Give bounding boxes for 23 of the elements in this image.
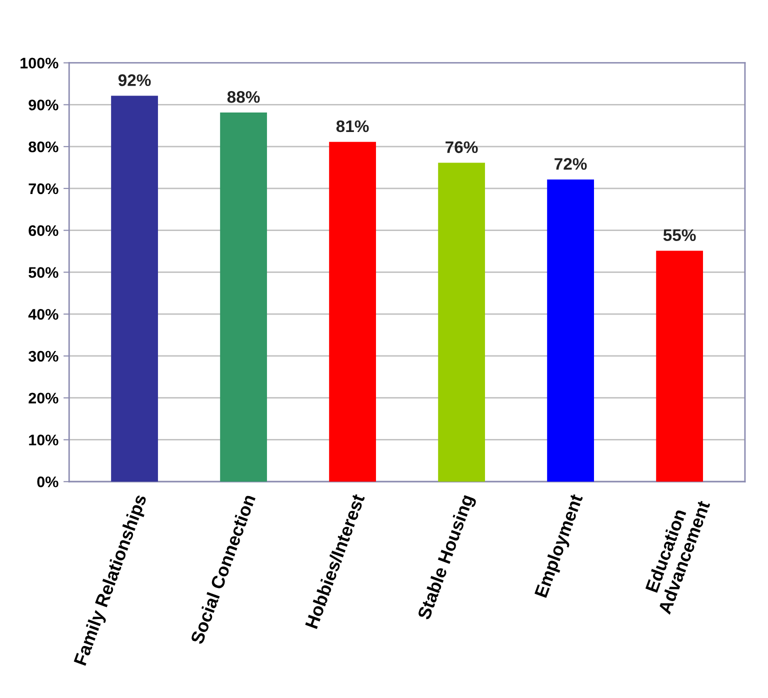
y-tick-label: 40% [28, 308, 58, 320]
y-tick-label: 90% [28, 100, 58, 110]
y-tick-label: 80% [28, 141, 58, 152]
data-label: 72% [554, 158, 587, 170]
bar [656, 250, 703, 482]
y-tick-label: 0% [37, 476, 58, 488]
y-tick-label: 50% [28, 267, 58, 278]
bar [329, 142, 376, 482]
data-label: 76% [446, 141, 478, 154]
data-label: 81% [336, 120, 369, 132]
data-label: 92% [118, 74, 151, 86]
bar [111, 96, 158, 482]
y-tick-label: 60% [28, 225, 58, 236]
y-tick-label: 10% [29, 434, 58, 446]
data-label: 55% [663, 229, 696, 242]
y-tick-label: 100% [20, 58, 58, 69]
bar [547, 180, 594, 482]
y-tick-label: 70% [28, 183, 58, 194]
y-tick-label: 20% [28, 392, 58, 404]
y-tick-label: 30% [28, 350, 58, 362]
bar [220, 112, 267, 482]
bar [438, 162, 485, 482]
data-label: 88% [227, 91, 260, 103]
